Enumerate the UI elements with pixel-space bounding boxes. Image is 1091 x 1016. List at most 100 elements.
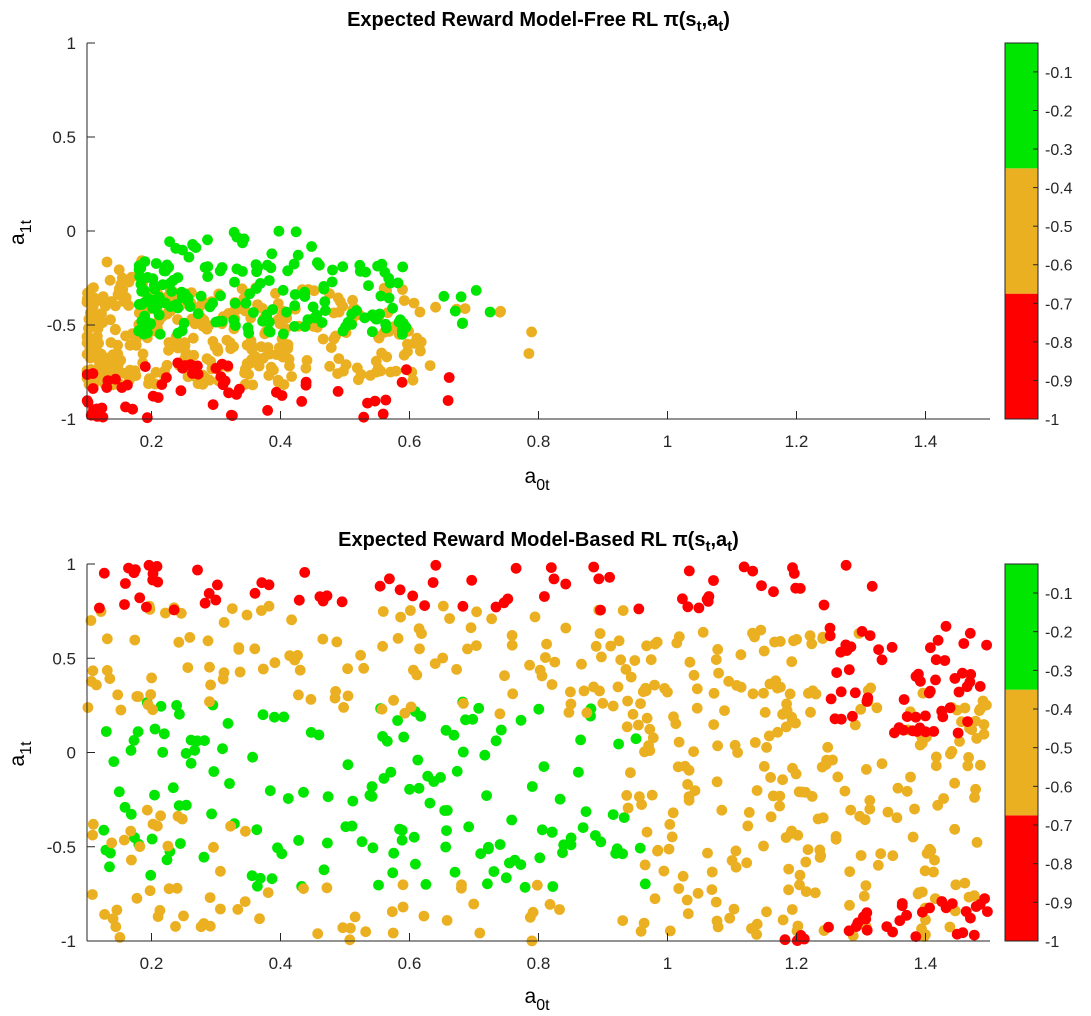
scatter-point [183, 251, 195, 263]
scatter-point [132, 726, 144, 738]
scatter-point [910, 711, 922, 723]
scatter-point [506, 630, 518, 641]
scatter-point [845, 804, 857, 816]
scatter-point [610, 848, 622, 859]
scatter-point [662, 686, 673, 698]
scatter-point [363, 280, 374, 291]
scatter-point [865, 682, 877, 694]
scatter-point [100, 726, 112, 737]
scatter-point [677, 870, 689, 882]
scatter-point [192, 368, 204, 380]
scatter-point [621, 790, 633, 801]
scatter-point [774, 636, 786, 647]
scatter-point [940, 620, 952, 632]
scatter-point [930, 760, 942, 772]
scatter-point [683, 565, 695, 577]
scatter-point [384, 573, 395, 585]
scatter-point [658, 865, 670, 877]
scatter-point [324, 360, 336, 372]
scatter-point [112, 289, 124, 300]
scatter-point [198, 918, 210, 929]
scatter-point [326, 276, 338, 288]
scatter-point [755, 624, 767, 636]
scatter-point [392, 633, 404, 644]
scatter-point [596, 651, 607, 663]
scatter-point [236, 283, 248, 295]
scatter-point [798, 933, 810, 945]
scatter-point [85, 615, 97, 626]
scatter-point [134, 841, 146, 852]
scatter-point [139, 361, 151, 372]
scatter-point [299, 321, 311, 332]
colorbar-band [1005, 293, 1038, 419]
scatter-point [617, 605, 629, 616]
scatter-point [554, 904, 565, 915]
scatter-point [108, 756, 120, 767]
scatter-point [233, 642, 245, 653]
scatter-point [716, 804, 728, 816]
scatter-point [171, 882, 183, 894]
scatter-point [392, 277, 404, 289]
scatter-point [246, 339, 257, 350]
scatter-point [915, 675, 926, 687]
scatter-point [692, 887, 704, 899]
scatter-point [924, 843, 935, 855]
scatter-point [597, 697, 609, 709]
scatter-point [163, 337, 175, 348]
scatter-point [127, 365, 139, 377]
scatter-point [667, 807, 679, 819]
scatter-point [554, 793, 566, 805]
scatter-point [292, 249, 304, 261]
scatter-point [823, 921, 834, 933]
scatter-point [949, 823, 961, 835]
scatter-point [328, 333, 340, 345]
scatter-point [172, 810, 184, 822]
scatter-point [386, 906, 398, 918]
scatter-point [576, 658, 587, 670]
x-axis-label: a0t [525, 985, 551, 1014]
scatter-point [202, 234, 213, 246]
scatter-point [962, 760, 974, 772]
scatter-point [916, 923, 927, 935]
scatter-point [379, 266, 391, 278]
scatter-point [298, 883, 309, 894]
scatter-point [82, 702, 94, 713]
scatter-point [263, 275, 275, 286]
scatter-point [932, 799, 944, 811]
scatter-point [276, 848, 288, 860]
scatter-point [930, 674, 941, 686]
colorbar-tick-label: -0.1 [1045, 65, 1073, 82]
colorbar-tick-label: -0.2 [1045, 625, 1073, 642]
scatter-point [557, 847, 568, 859]
scatter-point [405, 605, 416, 616]
scatter-point [424, 797, 436, 809]
y-tick-label: -1 [61, 932, 76, 951]
scatter-point [960, 906, 972, 917]
scatter-point [664, 925, 676, 937]
scatter-point [536, 824, 548, 836]
scatter-point [742, 820, 754, 832]
scatter-point [638, 917, 650, 929]
scatter-point [149, 789, 160, 801]
scatter-point [300, 379, 312, 391]
scatter-point [312, 928, 324, 940]
scatter-point [702, 847, 713, 859]
scatter-point [490, 601, 502, 613]
colorbar-tick-label: -0.7 [1045, 818, 1073, 835]
scatter-point [273, 376, 284, 388]
scatter-point [539, 591, 550, 602]
scatter-point [257, 709, 269, 721]
scatter-point [830, 831, 842, 842]
scatter-point [451, 664, 462, 675]
scatter-point [456, 318, 468, 329]
scatter-point [847, 710, 858, 722]
scatter-point [644, 745, 656, 756]
scatter-point [814, 852, 826, 863]
scatter-point [910, 931, 922, 942]
scatter-point [588, 561, 600, 573]
scatter-point [761, 906, 772, 918]
scatter-point [282, 793, 294, 804]
scatter-point [688, 669, 700, 681]
scatter-point [953, 686, 965, 698]
scatter-point [143, 559, 155, 571]
